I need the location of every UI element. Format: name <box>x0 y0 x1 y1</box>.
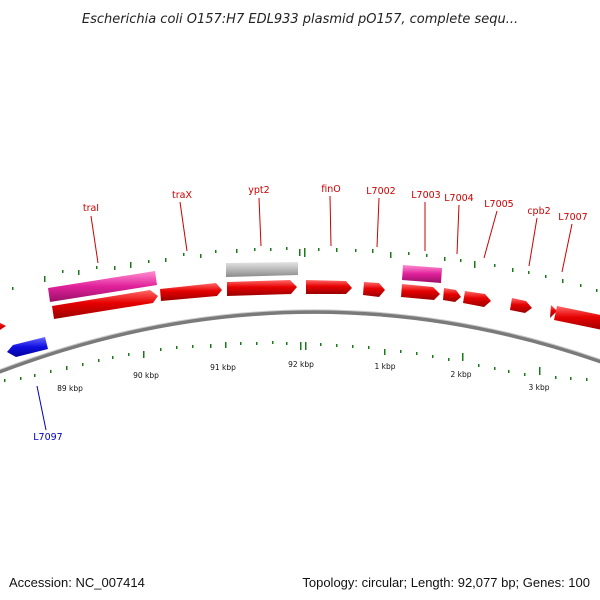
gc-content-ticks-outer <box>12 247 598 292</box>
gene-L7005[interactable] <box>463 291 491 307</box>
gene-L7006-small[interactable] <box>550 305 557 318</box>
leader-L7002 <box>376 197 380 248</box>
gene-label-L7002[interactable]: L7002 <box>366 186 395 197</box>
scale-label-90kbp: 90 kbp <box>133 371 159 380</box>
gene-label-ypt2[interactable]: ypt2 <box>248 185 269 196</box>
gene-traX[interactable] <box>160 283 222 301</box>
gene-label-L7005[interactable]: L7005 <box>484 199 513 210</box>
gene-label-L7007[interactable]: L7007 <box>558 212 587 223</box>
gene-label-traI[interactable]: traI <box>83 203 99 214</box>
scale-labels: 89 kbp 90 kbp 91 kbp 92 kbp 1 kbp 2 kbp … <box>57 360 550 393</box>
gene-label-finO[interactable]: finO <box>321 184 340 195</box>
gene-ypt2-outer[interactable] <box>226 262 298 277</box>
gene-label-traX[interactable]: traX <box>172 190 192 201</box>
gene-L7003-outer[interactable] <box>402 265 442 283</box>
gene-cpb2[interactable] <box>510 298 532 313</box>
scale-label-3kbp: 3 kbp <box>528 383 549 392</box>
scale-label-2kbp: 2 kbp <box>450 370 471 379</box>
gene-finO[interactable] <box>306 280 352 294</box>
leader-L7097 <box>36 385 47 431</box>
gene-label-leaders <box>36 195 573 431</box>
gene-traI-outer[interactable] <box>48 271 157 302</box>
gene-ypt2[interactable] <box>227 280 297 296</box>
gene-arc-segment[interactable] <box>0 320 6 333</box>
leader-L7007 <box>561 223 573 273</box>
scale-label-89kbp: 89 kbp <box>57 384 83 393</box>
map-title: Escherichia coli O157:H7 EDL933 plasmid … <box>82 12 518 27</box>
scale-label-91kbp: 91 kbp <box>210 363 236 372</box>
gene-label-L7004[interactable]: L7004 <box>444 193 473 204</box>
gc-content-ticks-inner <box>4 341 588 382</box>
backbone-highlight <box>0 309 600 371</box>
leader-traI <box>90 215 99 264</box>
leader-traX <box>179 201 188 252</box>
leader-L7004 <box>456 204 460 255</box>
leader-finO <box>329 195 332 247</box>
gene-label-cpb2[interactable]: cpb2 <box>527 206 550 217</box>
leader-L7005 <box>483 210 498 259</box>
gene-L7002[interactable] <box>363 282 385 297</box>
backbone-circle <box>0 309 600 374</box>
gene-labels: traI traX ypt2 finO L7002 L7003 L7004 L7… <box>33 184 587 443</box>
gene-label-L7097[interactable]: L7097 <box>33 432 62 443</box>
leader-cpb2 <box>528 217 538 267</box>
scale-label-92kbp: 92 kbp <box>288 360 314 369</box>
gene-L7004[interactable] <box>443 288 461 302</box>
gene-traI[interactable] <box>52 290 158 319</box>
gene-L7097[interactable] <box>7 337 48 357</box>
gene-label-L7003[interactable]: L7003 <box>411 190 440 201</box>
leader-ypt2 <box>258 197 262 247</box>
topology-summary-text: Topology: circular; Length: 92,077 bp; G… <box>302 575 590 590</box>
gene-L7007[interactable] <box>554 306 600 331</box>
gene-L7003[interactable] <box>401 284 440 300</box>
accession-text: Accession: NC_007414 <box>9 575 145 590</box>
scale-label-1kbp: 1 kbp <box>374 362 395 371</box>
